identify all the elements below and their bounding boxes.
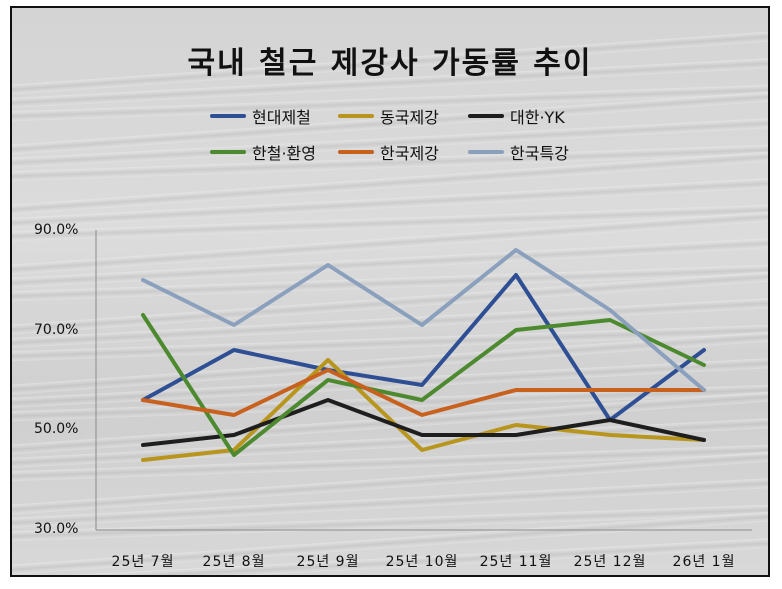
background-rod	[12, 57, 768, 109]
series-line-3	[141, 313, 706, 457]
legend-label: 한국제강	[380, 144, 439, 163]
legend-swatch-0	[210, 114, 246, 118]
series-line-1	[141, 358, 706, 462]
legend-item: 현대제철	[210, 104, 311, 128]
background-rod	[12, 477, 768, 529]
legend-swatch-2	[468, 114, 504, 118]
background-rod	[12, 330, 768, 396]
background-rod	[12, 297, 768, 349]
background-rod	[12, 504, 768, 542]
background-rod	[12, 270, 768, 336]
legend-label: 현대제철	[252, 108, 311, 127]
chart-title: 국내 철근 제강사 가동률 추이	[187, 46, 593, 81]
background-rod	[12, 84, 768, 122]
x-tick-label: 25년 9월	[296, 554, 360, 570]
legend-item: 한국특강	[468, 140, 569, 164]
legend-label: 대한·YK	[510, 108, 565, 127]
series-line-5	[141, 248, 706, 392]
background-rod	[12, 30, 768, 96]
legend-item: 한철·환영	[210, 140, 316, 164]
y-tick-label: 90.0%	[34, 222, 79, 238]
background-rod	[12, 237, 768, 289]
series-line-2	[141, 398, 706, 447]
background-rod	[12, 510, 768, 575]
legend-item: 동국제강	[338, 104, 439, 128]
background-rod	[12, 264, 768, 302]
legend-item: 한국제강	[338, 140, 439, 164]
background-rod	[12, 450, 768, 516]
background-rod	[12, 324, 768, 362]
background-rod	[12, 90, 768, 156]
x-tick-label: 25년 10월	[385, 554, 459, 570]
y-tick-label: 70.0%	[34, 322, 79, 338]
legend-swatch-1	[338, 114, 374, 118]
legend-label: 한국특강	[510, 144, 569, 163]
background-rod	[12, 204, 768, 242]
x-tick-label: 25년 8월	[202, 554, 266, 570]
legend-label: 동국제강	[380, 108, 439, 127]
series-line-4	[141, 368, 706, 417]
background-rod	[12, 117, 768, 169]
legend-swatch-5	[468, 150, 504, 154]
background-rod	[12, 537, 768, 575]
y-tick-label: 30.0%	[34, 521, 79, 537]
x-tick-label: 25년 12월	[573, 554, 647, 570]
x-tick-label: 26년 1월	[672, 554, 736, 570]
background-rod	[12, 144, 768, 182]
legend-item: 대한·YK	[468, 104, 565, 128]
background-rod	[12, 150, 768, 216]
plot-area	[95, 230, 752, 531]
x-tick-label: 25년 11월	[479, 554, 553, 570]
y-tick-label: 50.0%	[34, 421, 79, 437]
background-rod	[12, 177, 768, 229]
chart-frame: 국내 철근 제강사 가동률 추이 현대제철 동국제강 대한·YK 한철·환영 한…	[10, 6, 770, 577]
legend-swatch-3	[210, 150, 246, 154]
background-rod	[12, 357, 768, 409]
background-rod	[12, 210, 768, 276]
legend-label: 한철·환영	[252, 144, 316, 163]
background-rod	[12, 444, 768, 482]
x-tick-label: 25년 7월	[111, 554, 175, 570]
legend-swatch-4	[338, 150, 374, 154]
